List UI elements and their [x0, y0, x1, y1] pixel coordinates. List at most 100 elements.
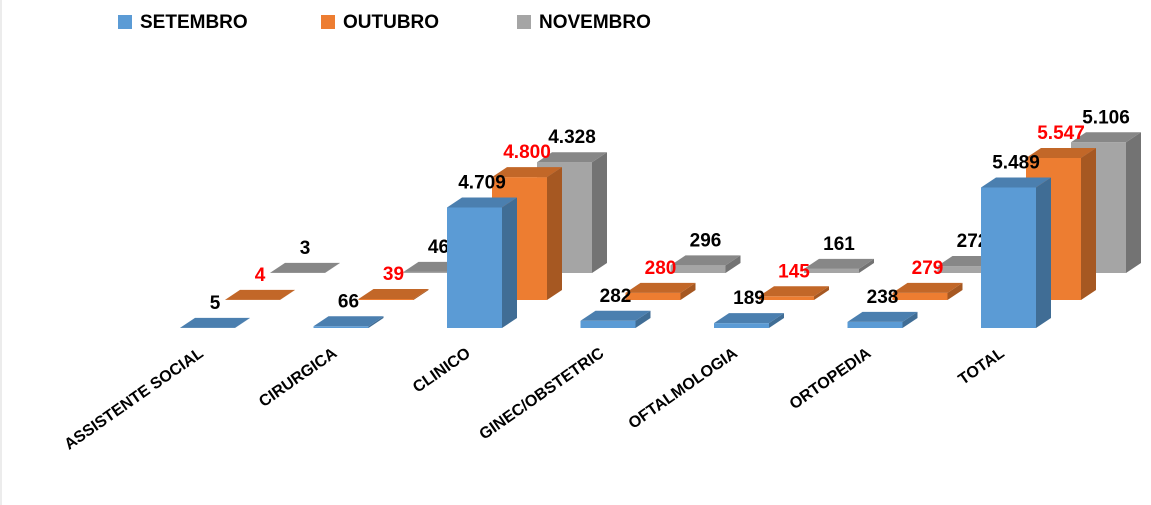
bar-side — [1081, 148, 1096, 300]
bar — [447, 197, 517, 328]
bar-front — [403, 271, 459, 273]
bar-front — [358, 299, 414, 300]
data-label: 66 — [338, 291, 359, 312]
bar-front — [759, 296, 814, 300]
data-label: 189 — [733, 288, 765, 309]
bar — [580, 310, 651, 328]
bar-top — [225, 289, 295, 300]
bar — [313, 316, 384, 328]
data-label: 279 — [912, 258, 944, 279]
data-label: 280 — [645, 258, 677, 279]
bar-top — [447, 197, 517, 208]
bar — [759, 286, 829, 300]
category-label: CLINICO — [410, 345, 474, 397]
bar-top — [1026, 148, 1096, 158]
bar — [804, 258, 874, 273]
bar-side — [592, 152, 607, 273]
category-label: TOTAL — [955, 345, 1007, 389]
category-label: ORTOPEDIA — [787, 345, 875, 414]
legend-label: SETEMBRO — [140, 12, 248, 33]
bar-side — [859, 258, 874, 273]
data-label: 282 — [600, 286, 632, 307]
data-label: 272 — [957, 231, 989, 252]
bar-front — [670, 265, 726, 273]
bar — [358, 289, 429, 300]
data-label: 4.328 — [548, 127, 596, 148]
bar-top — [180, 317, 250, 328]
bar — [625, 282, 696, 300]
bar-side — [235, 317, 250, 328]
bar-top — [714, 313, 784, 324]
data-label: 5.489 — [992, 153, 1040, 174]
bar-side — [1126, 132, 1141, 273]
bar-front — [447, 207, 502, 328]
bar-side — [368, 316, 384, 328]
bar-top — [537, 152, 607, 163]
bar-front — [313, 326, 369, 328]
data-label: 238 — [867, 287, 899, 308]
bar-side — [635, 310, 651, 328]
bar-side — [1036, 177, 1051, 328]
bar-top — [804, 258, 874, 269]
bar-side — [680, 282, 696, 300]
bar-front — [714, 323, 769, 328]
bar-top — [270, 262, 340, 273]
bar — [670, 255, 741, 273]
bar-top — [892, 282, 963, 293]
data-label: 39 — [383, 264, 404, 285]
data-label: 4 — [255, 265, 266, 286]
bar-top — [625, 282, 696, 293]
bar-front — [847, 321, 903, 328]
data-label: 5.547 — [1037, 123, 1085, 144]
bar-top — [670, 255, 741, 266]
legend-swatch — [517, 15, 531, 29]
bar-side — [413, 289, 429, 300]
data-label: 3 — [300, 238, 311, 259]
bar — [225, 289, 295, 300]
bar-top — [981, 177, 1051, 188]
data-label: 145 — [778, 261, 810, 282]
bar-side — [547, 167, 562, 300]
category-label: ASSISTENTE SOCIAL — [62, 345, 207, 454]
legend-swatch — [321, 15, 335, 29]
data-label: 161 — [823, 234, 855, 255]
data-label: 4.709 — [458, 172, 506, 193]
bar-side — [814, 286, 829, 300]
data-label: 46 — [428, 237, 449, 258]
bar — [981, 177, 1051, 328]
bar — [270, 262, 340, 273]
bar-top — [580, 310, 651, 321]
bar-front — [892, 292, 948, 300]
bar — [892, 282, 963, 300]
bar-front — [981, 187, 1036, 328]
category-label: CIRURGICA — [256, 345, 340, 411]
bar-side — [280, 289, 295, 300]
bar — [847, 311, 918, 328]
bar-side — [947, 282, 963, 300]
bar-front — [580, 320, 636, 328]
bar-side — [502, 197, 517, 328]
legend-swatch — [118, 15, 132, 29]
category-label: OFTALMOLOGIA — [626, 345, 741, 433]
bar-side — [725, 255, 741, 273]
data-label: 296 — [690, 230, 722, 251]
category-label: GINEC/OBSTETRIC — [477, 345, 608, 444]
bar-front — [937, 266, 993, 273]
legend-label: OUTUBRO — [343, 12, 439, 33]
bar-front — [625, 292, 681, 300]
bar-top — [492, 167, 562, 178]
bar-side — [325, 262, 340, 273]
legend-label: NOVEMBRO — [539, 12, 651, 33]
bar — [714, 313, 784, 328]
bar-side — [902, 311, 918, 328]
data-label: 4.800 — [503, 142, 551, 163]
bar-top — [1071, 132, 1141, 143]
bar-top — [759, 286, 829, 297]
bar-side — [769, 313, 784, 328]
bar — [180, 317, 250, 328]
data-label: 5.106 — [1082, 107, 1130, 128]
bar-front — [804, 268, 859, 273]
bar-top — [358, 289, 429, 300]
bar-top — [847, 311, 918, 322]
